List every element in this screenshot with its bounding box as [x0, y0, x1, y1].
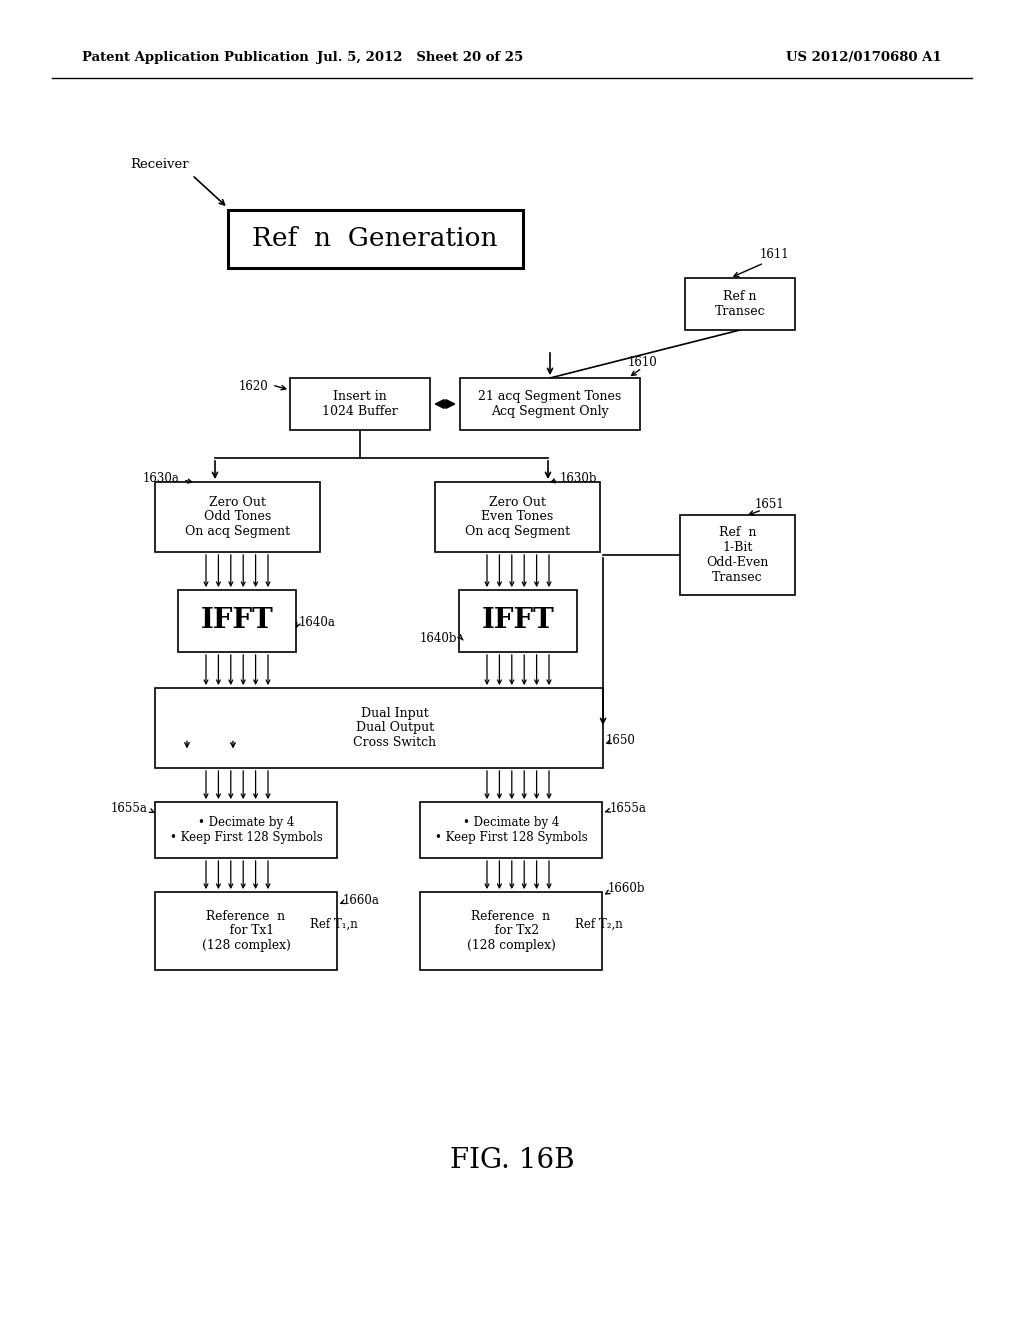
Text: 1640a: 1640a [299, 615, 336, 628]
Bar [290, 378, 430, 430]
Text: 1630a: 1630a [143, 471, 180, 484]
Text: Jul. 5, 2012   Sheet 20 of 25: Jul. 5, 2012 Sheet 20 of 25 [316, 51, 523, 65]
Bar [155, 482, 319, 552]
Text: 1655a: 1655a [112, 801, 148, 814]
Text: 1640b: 1640b [420, 631, 457, 644]
Bar [155, 803, 337, 858]
Text: Ref n
Transec: Ref n Transec [715, 290, 765, 318]
Text: IFFT: IFFT [201, 607, 273, 635]
Text: 1651: 1651 [755, 499, 784, 511]
Text: Ref T₁,n: Ref T₁,n [310, 917, 357, 931]
Text: Ref  n
1-Bit
Odd-Even
Transec: Ref n 1-Bit Odd-Even Transec [707, 525, 769, 583]
Text: 1660b: 1660b [608, 882, 645, 895]
Bar [459, 590, 577, 652]
Bar [178, 590, 296, 652]
Text: Ref T₂,n: Ref T₂,n [575, 917, 623, 931]
Text: US 2012/0170680 A1: US 2012/0170680 A1 [786, 51, 942, 65]
Bar [680, 515, 795, 595]
Text: Zero Out
Even Tones
On acq Segment: Zero Out Even Tones On acq Segment [465, 495, 570, 539]
Text: FIG. 16B: FIG. 16B [450, 1147, 574, 1173]
Bar [228, 210, 523, 268]
Text: 1650: 1650 [606, 734, 636, 747]
Text: Dual Input
        Dual Output
        Cross Switch: Dual Input Dual Output Cross Switch [322, 706, 436, 750]
Bar [460, 378, 640, 430]
Text: 1655a: 1655a [610, 801, 647, 814]
Text: Patent Application Publication: Patent Application Publication [82, 51, 309, 65]
Bar [155, 688, 603, 768]
Text: Ref  n  Generation: Ref n Generation [252, 227, 498, 252]
Text: Zero Out
Odd Tones
On acq Segment: Zero Out Odd Tones On acq Segment [185, 495, 290, 539]
Text: 1611: 1611 [760, 248, 790, 261]
Text: Receiver: Receiver [130, 158, 188, 172]
Text: 1620: 1620 [239, 380, 268, 392]
Bar [435, 482, 600, 552]
Text: 1660a: 1660a [343, 894, 380, 907]
Bar [420, 803, 602, 858]
Text: 1610: 1610 [628, 356, 657, 370]
Bar [420, 892, 602, 970]
Text: Insert in
1024 Buffer: Insert in 1024 Buffer [323, 389, 398, 418]
Text: • Decimate by 4
• Keep First 128 Symbols: • Decimate by 4 • Keep First 128 Symbols [434, 816, 588, 843]
Bar [685, 279, 795, 330]
Text: Reference  n
   for Tx2
(128 complex): Reference n for Tx2 (128 complex) [467, 909, 555, 953]
Text: 21 acq Segment Tones
Acq Segment Only: 21 acq Segment Tones Acq Segment Only [478, 389, 622, 418]
Text: IFFT: IFFT [481, 607, 554, 635]
Text: 1630b: 1630b [560, 471, 597, 484]
Bar [155, 892, 337, 970]
Text: Reference  n
   for Tx1
(128 complex): Reference n for Tx1 (128 complex) [202, 909, 291, 953]
Text: • Decimate by 4
• Keep First 128 Symbols: • Decimate by 4 • Keep First 128 Symbols [170, 816, 323, 843]
